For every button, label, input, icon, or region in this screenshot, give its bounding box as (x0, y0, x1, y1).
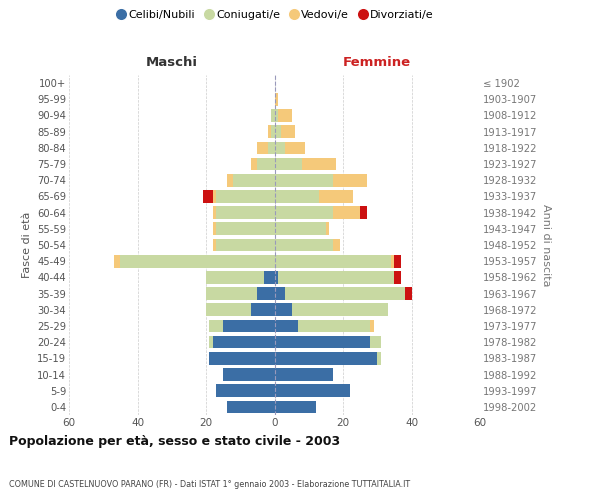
Bar (275, 190, 319, 202)
Bar (275, 271, 278, 283)
Bar (275, 304, 292, 316)
Bar (213, 190, 216, 202)
Bar (275, 126, 281, 138)
Text: Popolazione per età, sesso e stato civile - 2003: Popolazione per età, sesso e stato civil… (9, 434, 340, 448)
Bar (264, 271, 275, 283)
Bar (292, 304, 388, 316)
Bar (394, 255, 401, 268)
Bar (404, 288, 412, 300)
Bar (227, 400, 275, 413)
Bar (268, 142, 275, 154)
Bar (275, 174, 333, 186)
Bar (251, 158, 257, 170)
Bar (275, 384, 350, 397)
Bar (206, 304, 251, 316)
Bar (275, 352, 377, 364)
Bar (333, 174, 367, 186)
Bar (275, 336, 370, 348)
Bar (275, 288, 285, 300)
Bar (285, 288, 404, 300)
Bar (216, 190, 275, 202)
Bar (216, 238, 275, 252)
Bar (275, 238, 333, 252)
Bar (275, 320, 298, 332)
Bar (278, 271, 394, 283)
Text: COMUNE DI CASTELNUOVO PARANO (FR) - Dati ISTAT 1° gennaio 2003 - Elaborazione TU: COMUNE DI CASTELNUOVO PARANO (FR) - Dati… (9, 480, 410, 489)
Bar (391, 255, 394, 268)
Bar (275, 142, 285, 154)
Bar (223, 368, 275, 381)
Bar (333, 238, 340, 252)
Bar (394, 271, 401, 283)
Bar (233, 174, 275, 186)
Bar (278, 109, 292, 122)
Bar (209, 320, 223, 332)
Bar (377, 352, 380, 364)
Bar (285, 142, 305, 154)
Bar (257, 142, 268, 154)
Bar (213, 336, 275, 348)
Bar (275, 109, 278, 122)
Bar (223, 320, 275, 332)
Bar (360, 206, 367, 219)
Bar (271, 109, 275, 122)
Bar (213, 222, 216, 235)
Bar (203, 190, 213, 202)
Bar (213, 238, 216, 252)
Bar (216, 222, 275, 235)
Bar (268, 126, 271, 138)
Bar (121, 255, 275, 268)
Bar (302, 158, 336, 170)
Y-axis label: Fasce di età: Fasce di età (22, 212, 32, 278)
Bar (271, 126, 275, 138)
Bar (216, 206, 275, 219)
Bar (298, 320, 370, 332)
Legend: Celibi/Nubili, Coniugati/e, Vedovi/e, Divorziati/e: Celibi/Nubili, Coniugati/e, Vedovi/e, Di… (115, 6, 437, 23)
Bar (209, 336, 213, 348)
Text: Maschi: Maschi (146, 56, 198, 70)
Bar (370, 336, 380, 348)
Text: Femmine: Femmine (343, 56, 412, 70)
Bar (319, 190, 353, 202)
Bar (281, 126, 295, 138)
Bar (216, 384, 275, 397)
Bar (113, 255, 121, 268)
Bar (275, 400, 316, 413)
Bar (257, 158, 275, 170)
Bar (275, 206, 333, 219)
Bar (227, 174, 233, 186)
Bar (275, 93, 278, 106)
Bar (275, 222, 326, 235)
Bar (213, 206, 216, 219)
Bar (275, 368, 333, 381)
Bar (326, 222, 329, 235)
Bar (257, 288, 275, 300)
Bar (206, 288, 257, 300)
Bar (370, 320, 374, 332)
Bar (275, 158, 302, 170)
Y-axis label: Anni di nascita: Anni di nascita (541, 204, 551, 286)
Bar (206, 271, 264, 283)
Bar (333, 206, 360, 219)
Bar (209, 352, 275, 364)
Bar (275, 255, 391, 268)
Bar (251, 304, 275, 316)
